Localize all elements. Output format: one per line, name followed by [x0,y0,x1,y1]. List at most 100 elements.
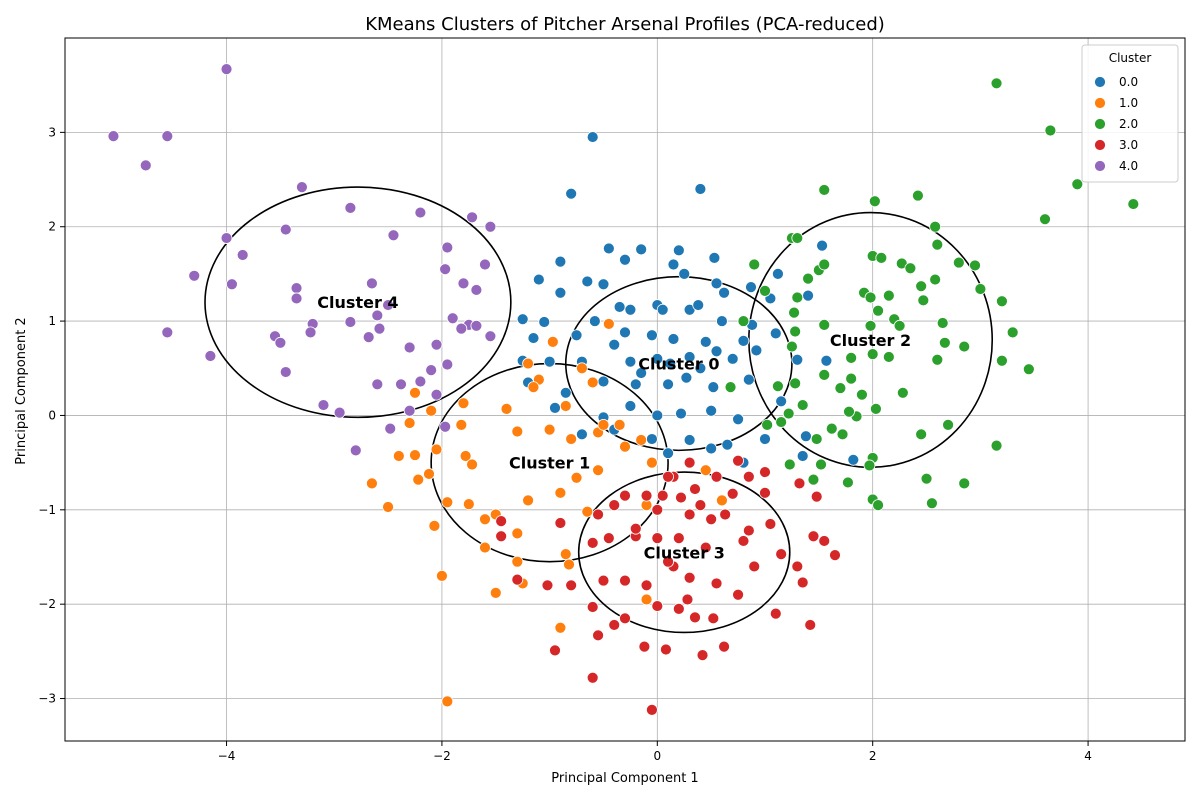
cluster-label: Cluster 0 [638,355,719,374]
scatter-point [441,241,454,254]
scatter-point [705,442,718,455]
scatter-point [613,418,626,431]
scatter-point [638,640,651,653]
scatter-point [107,130,120,143]
scatter-point [640,489,653,502]
scatter-point [818,368,831,381]
scatter-point [522,357,534,370]
scatter-point [672,244,685,257]
scatter-point [800,430,812,443]
scatter-point [681,593,694,606]
scatter-point [683,456,696,469]
scatter-point [543,423,556,436]
scatter-point [484,220,497,233]
cluster-ellipse [204,186,512,419]
y-tick-label: 0 [48,408,56,422]
legend-marker [1094,97,1106,109]
scatter-point [565,187,578,200]
scatter-point [675,491,687,504]
scatter-point [707,612,720,625]
scatter-point [563,558,575,571]
scatter-point [732,588,744,601]
scatter-point [366,277,378,290]
scatter-point [775,395,788,408]
scatter-point [554,255,567,268]
scatter-point [672,602,685,615]
plot-frame [64,37,1186,742]
scatter-point [624,303,637,316]
scatter-point [710,577,723,590]
scatter-point [430,388,443,401]
scatter-point [349,444,362,457]
scatter-point [796,399,809,411]
scatter-point [875,251,888,264]
scatter-point [856,388,868,401]
scatter-point [290,282,303,294]
scatter-point [863,459,876,472]
scatter-point [495,515,508,528]
scatter-point [802,289,814,302]
legend-box [1081,44,1179,183]
scatter-point [220,232,233,244]
scatter-point [788,306,800,319]
scatter-point [772,268,784,280]
scatter-point [662,447,674,460]
scatter-point [864,291,877,304]
scatter-point [608,619,621,631]
axis-ticks: −4 −2 0 2 4 −3 −2 −1 0 1 2 3 [38,125,1092,763]
scatter-point [818,535,831,547]
scatter-point [516,313,529,326]
scatter-point [597,418,610,431]
legend-marker [1094,118,1106,130]
scatter-point [662,555,674,568]
scatter-point [818,184,831,196]
scatter-point [500,402,513,415]
scatter-point [716,494,728,507]
scatter-point [707,381,720,394]
scatter-point [696,649,709,662]
scatter-point [872,304,884,317]
scatter-point [581,505,594,518]
chart-title: KMeans Clusters of Pitcher Arsenal Profi… [365,14,885,35]
scatter-point [1044,124,1057,137]
scatter-point [748,258,761,271]
scatter-point [721,438,734,451]
scatter-point [576,428,588,441]
scatter-point [872,499,884,511]
scatter-point [847,453,860,466]
scatter-point [882,289,895,302]
scatter-point [470,319,483,332]
scatter-point [608,338,621,351]
scatter-point [586,601,599,613]
x-tick-label: 2 [869,749,877,763]
scatter-point [791,560,804,573]
scatter-point [425,404,438,417]
scatter-point [719,508,732,521]
scatter-point [511,425,524,438]
scatter-point [694,499,707,511]
y-tick-label: 3 [48,125,56,139]
scatter-point [565,433,578,445]
scatter-point [425,364,438,377]
x-tick-label: 0 [653,749,661,763]
scatter-point [296,181,308,193]
scatter-point [570,471,583,484]
scatter-point [588,315,601,327]
scatter-point [1039,213,1051,226]
scatter-point [565,579,578,592]
scatter-point [366,477,378,490]
scatter-point [938,336,951,349]
scatter-point [683,351,696,363]
scatter-point [441,496,454,509]
legend-entry-label: 2.0 [1119,117,1138,131]
scatter-point [457,397,470,410]
scatter-point [716,315,728,327]
scatter-point [1022,363,1035,376]
scatter-point [710,277,723,290]
scatter-point [382,299,394,311]
scatter-point [802,272,814,285]
scatter-point [789,377,802,390]
scatter-point [782,407,795,420]
legend: Cluster 0.0 1.0 2.0 3.0 4.0 [1081,44,1179,183]
